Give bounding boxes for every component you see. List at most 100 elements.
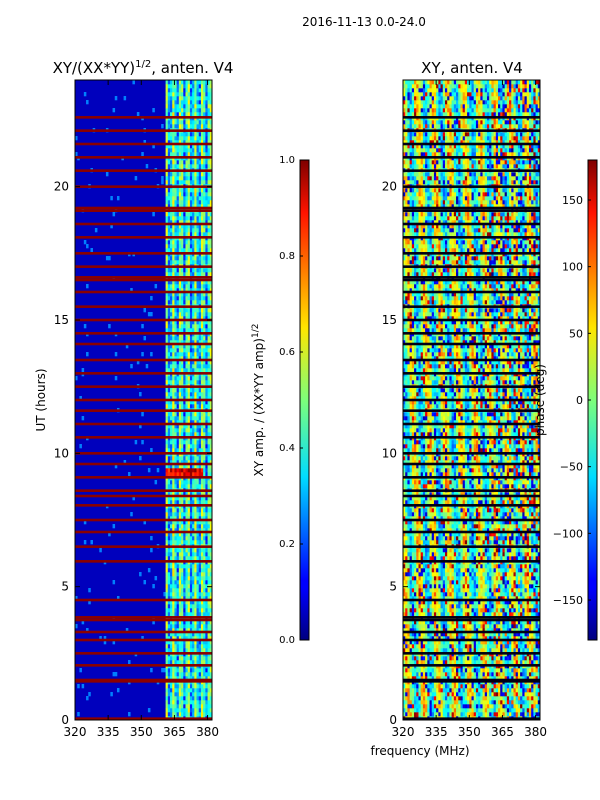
heatmap-cell: [174, 640, 177, 645]
heatmap-cell: [478, 644, 481, 649]
heatmap-cell: [420, 704, 424, 709]
heatmap-cell: [486, 692, 490, 697]
heatmap-cell: [181, 328, 184, 333]
heatmap-cell: [200, 516, 204, 521]
heatmap-cell: [198, 584, 202, 589]
heatmap-cell: [183, 552, 186, 557]
heatmap-cell: [187, 564, 191, 569]
heatmap-cell: [203, 212, 206, 217]
heatmap-cell: [207, 336, 211, 341]
heatmap-cell: [209, 484, 213, 489]
heatmap-cell: [176, 492, 180, 497]
heatmap-cell: [207, 280, 211, 285]
heatmap-cell: [194, 348, 197, 353]
heatmap-cell: [535, 676, 539, 681]
heatmap-cell: [185, 164, 188, 169]
y-tick-label: 5: [61, 580, 69, 594]
heatmap-cell: [183, 108, 186, 113]
heatmap-cell: [482, 656, 486, 661]
heatmap-cell: [187, 120, 191, 125]
heatmap-cell: [440, 632, 444, 637]
heatmap-cell: [189, 712, 193, 717]
heatmap-cell: [205, 656, 208, 661]
heatmap-cell: [422, 656, 426, 661]
heatmap-cell: [165, 92, 169, 97]
heatmap-cell: [170, 704, 173, 709]
heatmap-cell: [176, 260, 180, 265]
heatmap-cell: [196, 196, 200, 201]
heatmap-cell: [200, 160, 204, 165]
heatmap-cell: [165, 292, 169, 297]
heatmap-cell: [209, 472, 213, 477]
heatmap-cell: [480, 708, 483, 713]
heatmap-cell: [183, 532, 186, 537]
heatmap-cell: [449, 684, 452, 689]
heatmap-cell: [172, 84, 175, 89]
heatmap-cell: [414, 636, 417, 641]
heatmap-cell: [176, 356, 180, 361]
heatmap-cell: [422, 644, 426, 649]
heatmap-cell: [533, 700, 536, 705]
heatmap-cell: [196, 140, 200, 145]
heatmap-cell: [183, 224, 186, 229]
heatmap-cell: [176, 164, 180, 169]
heatmap-cell: [422, 700, 426, 705]
heatmap-cell: [207, 596, 211, 601]
heatmap-cell: [456, 644, 459, 649]
heatmap-cell: [200, 580, 204, 585]
heatmap-cell: [409, 688, 413, 693]
heatmap-cell: [467, 704, 470, 709]
heatmap-cell: [440, 700, 444, 705]
heatmap-cell: [170, 668, 173, 673]
flagged-row: [75, 504, 212, 507]
heatmap-cell: [194, 588, 197, 593]
heatmap-cell: [170, 172, 173, 177]
heatmap-cell: [189, 344, 193, 349]
heatmap-cell: [495, 636, 499, 641]
heatmap-cell: [438, 712, 441, 717]
heatmap-cell: [185, 596, 188, 601]
heatmap-cell: [198, 240, 202, 245]
heatmap-cell: [524, 704, 528, 709]
heatmap-cell: [203, 316, 206, 321]
heatmap-cell: [189, 600, 193, 605]
heatmap-cell: [444, 672, 448, 677]
heatmap-cell: [181, 340, 184, 345]
heatmap-cell: [181, 440, 184, 445]
heatmap-cell: [449, 632, 452, 637]
heatmap-cell: [504, 656, 508, 661]
heatmap-cell: [462, 704, 466, 709]
heatmap-cell: [170, 628, 173, 633]
heatmap-cell: [198, 96, 202, 101]
heatmap-cell: [200, 92, 204, 97]
heatmap-cell: [178, 176, 182, 181]
heatmap-cell: [537, 632, 541, 637]
heatmap-cell: [462, 660, 466, 665]
heatmap-cell: [433, 644, 437, 649]
heatmap-cell: [167, 624, 171, 629]
heatmap-cell: [194, 516, 197, 521]
heatmap-cell: [209, 80, 213, 85]
heatmap-cell: [194, 596, 197, 601]
heatmap-cell: [185, 176, 188, 181]
heatmap-cell: [425, 660, 428, 665]
heatmap-cell: [196, 220, 200, 225]
heatmap-cell: [194, 420, 197, 425]
heatmap-cell: [511, 648, 514, 653]
heatmap-cell: [203, 396, 206, 401]
heatmap-cell: [187, 640, 191, 645]
heatmap-cell: [209, 84, 213, 89]
heatmap-cell: [207, 456, 211, 461]
heatmap-cell: [165, 576, 169, 581]
heatmap-cell: [183, 712, 186, 717]
heatmap-cell: [185, 108, 188, 113]
heatmap-cell: [170, 316, 173, 321]
heatmap-cell: [185, 388, 188, 393]
heatmap-cell: [183, 508, 186, 513]
heatmap-cell: [196, 448, 200, 453]
heatmap-cell: [174, 212, 177, 217]
heatmap-cell: [170, 604, 173, 609]
heatmap-cell: [478, 660, 481, 665]
heatmap-cell: [189, 380, 193, 385]
heatmap-cell: [473, 672, 477, 677]
